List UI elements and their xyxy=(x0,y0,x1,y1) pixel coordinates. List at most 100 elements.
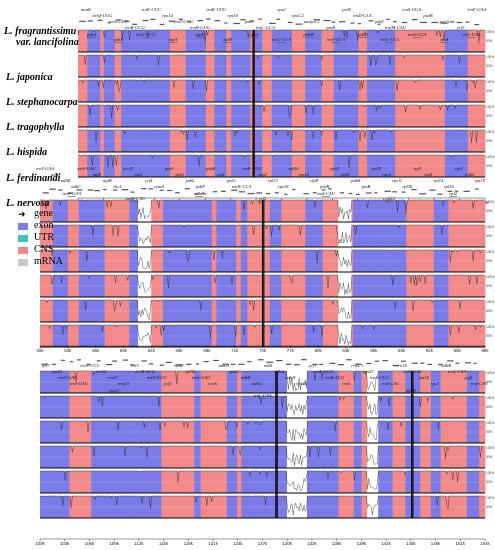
gene-label: rps12 xyxy=(109,388,120,393)
gene-label: atpE xyxy=(93,172,102,177)
gene-label: rbcL xyxy=(113,184,122,189)
gene-bar xyxy=(284,193,288,195)
track-1: 100% 50% xyxy=(77,29,494,53)
identity-curve xyxy=(40,395,484,416)
gene-label: psaA xyxy=(439,19,449,24)
axis-tick-label: 112k xyxy=(134,541,144,546)
pct-label-mid: 50% xyxy=(486,114,493,118)
gene-label: rrn16 xyxy=(96,369,107,374)
gene-label: trnR-ACG xyxy=(136,369,156,374)
gene-bar xyxy=(456,21,463,24)
gene-bar xyxy=(141,188,147,190)
gene-label: rps15 xyxy=(296,381,307,386)
gene-bar xyxy=(303,21,308,23)
pct-label-top: 100% xyxy=(486,446,494,450)
gene-label: trnT-GGU xyxy=(174,19,194,24)
gene-label: ndhE xyxy=(241,375,251,380)
axis-tick-label: 148k xyxy=(431,541,441,546)
gene-bar xyxy=(420,21,428,24)
gene-label: rps3 xyxy=(455,166,464,171)
gene-label: trnF-GAA xyxy=(468,7,487,12)
gene-label: ycf2 xyxy=(463,375,472,380)
gene-bar xyxy=(401,191,406,193)
panel-3: 100% 50% 100% 50% 100% 50% 100% 50% 100% 50% 100% 5… xyxy=(35,359,494,546)
gene-bar xyxy=(258,359,264,361)
gene-label: psaJ xyxy=(257,172,267,177)
gene-label: trnV-GAC xyxy=(58,375,78,380)
gene-label: rpoB xyxy=(326,25,335,30)
axis-tick-label: 95k xyxy=(454,348,462,353)
pct-label-mid: 50% xyxy=(486,234,493,238)
axis-tick-label: 98k xyxy=(481,348,489,353)
gene-label: infA xyxy=(414,166,422,171)
gene-bar xyxy=(474,188,479,190)
gene-bar xyxy=(319,363,324,366)
gene-bar xyxy=(366,192,372,194)
axis-tick-label: 65k xyxy=(176,348,184,353)
gene-label: ndhB xyxy=(406,388,416,393)
gene-label: trnV-GAC xyxy=(403,369,423,374)
gene-label: petN xyxy=(341,7,352,12)
gene-label: matK xyxy=(81,7,92,12)
gene-bar xyxy=(438,363,443,366)
track-1: 100% 50% xyxy=(40,370,494,394)
gene-bar xyxy=(419,193,426,195)
axis-tick-label: 89k xyxy=(398,348,406,353)
gene-bar xyxy=(287,21,293,23)
axis-tick-label: 74k xyxy=(259,348,267,353)
gene-bar xyxy=(382,360,388,362)
gene-label: petD xyxy=(371,166,382,171)
legend-item-utr: UTR xyxy=(18,232,63,244)
gene-label: rpl22 xyxy=(464,172,475,177)
gene-label: psaC xyxy=(229,369,240,374)
gene-label: rrn23 xyxy=(107,375,118,380)
gene-label: ycf2 xyxy=(258,196,267,201)
axis-tick-label: 53k xyxy=(64,348,72,353)
pct-label-mid: 50% xyxy=(486,259,493,263)
pct-label-mid: 50% xyxy=(486,164,493,168)
gene-label: trnW-CCA xyxy=(232,184,252,189)
gene-bar xyxy=(312,363,318,365)
gene-bar xyxy=(312,192,317,194)
gene-bar xyxy=(166,361,172,364)
gene-label: rps12 xyxy=(299,172,310,177)
pct-label-mid: 50% xyxy=(486,480,493,484)
pct-label-top: 100% xyxy=(486,421,494,425)
gene-bar xyxy=(328,188,332,190)
gene-bar xyxy=(411,19,418,21)
gene-label: psaB xyxy=(422,13,432,18)
gene-bar xyxy=(247,192,255,195)
gene-bar xyxy=(195,363,199,365)
pct-label-top: 100% xyxy=(486,325,494,329)
gene-bar xyxy=(184,188,191,190)
gene-label: trnI-CAU xyxy=(471,381,489,386)
identity-curve xyxy=(40,470,484,492)
gene-bar xyxy=(323,19,331,22)
pct-label-top: 100% xyxy=(486,200,494,204)
gene-bar xyxy=(368,20,374,22)
gene-bar xyxy=(148,188,154,190)
gene-bar xyxy=(392,364,400,367)
gene-label: cemA xyxy=(154,184,164,189)
species-label-1: L. fragrantissimu var. lancifolina xyxy=(4,26,79,48)
gene-label: psbI xyxy=(244,19,253,24)
gene-bar xyxy=(348,192,353,195)
gene-label: trnN-GUU xyxy=(314,369,335,374)
track-5: 100% 50% xyxy=(40,470,494,494)
gene-label: rps7 xyxy=(431,381,440,386)
gene-bar xyxy=(437,193,443,195)
axis-tick-label: 77k xyxy=(287,348,295,353)
gene-label: trnI-GAU xyxy=(70,381,89,386)
gene-label: trnK-UUU xyxy=(206,7,227,12)
axis-tick-label: 139k xyxy=(357,541,367,546)
gene-label: rps18 xyxy=(278,184,289,189)
gene-bar xyxy=(122,359,129,361)
legend-item-cns: CNS xyxy=(18,244,63,256)
gene-label: rpl14 xyxy=(433,178,444,183)
gene-bar xyxy=(331,21,336,23)
gene-bar xyxy=(230,363,236,365)
gene-label: trnS-GGA xyxy=(408,32,427,37)
gene-label: rps19 xyxy=(475,178,486,183)
gene-bar xyxy=(375,360,380,362)
pct-label-top: 100% xyxy=(486,275,494,279)
